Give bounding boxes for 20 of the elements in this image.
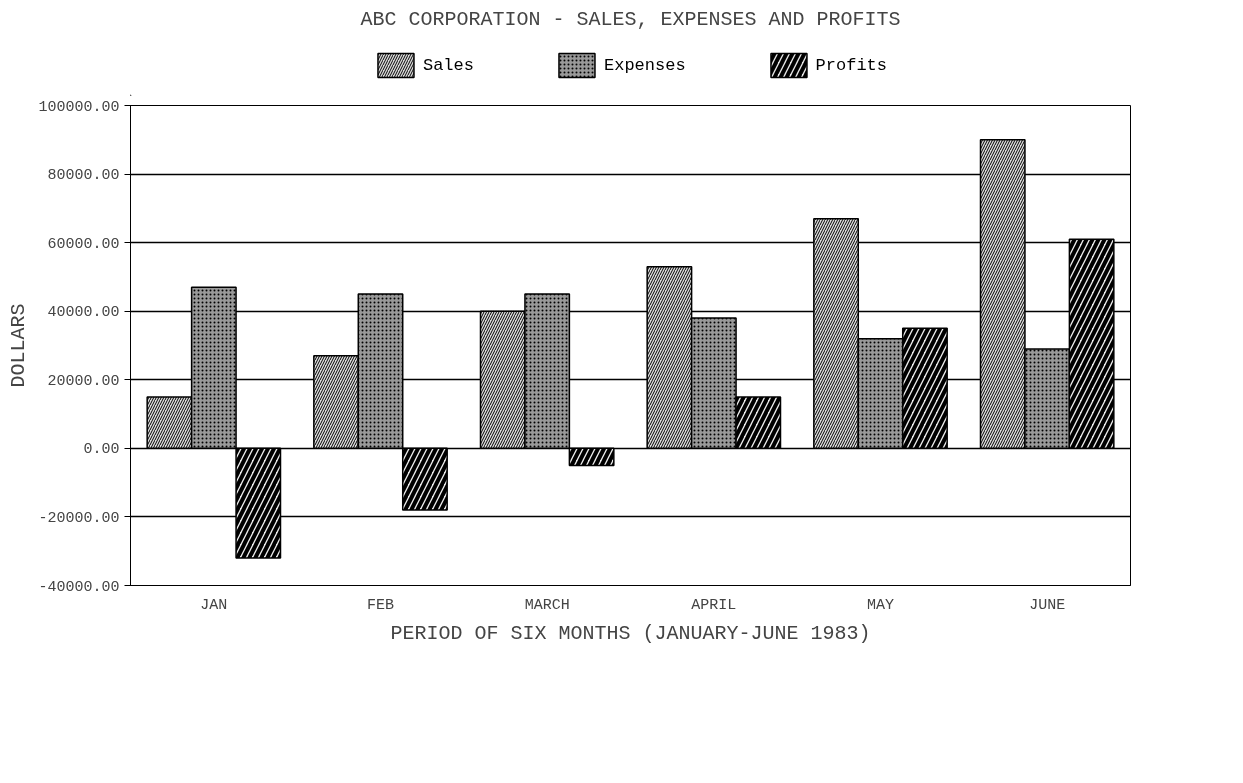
y-tick-label: 80000.00 xyxy=(47,167,120,185)
y-tick-label: -20000.00 xyxy=(38,509,120,527)
legend-label: Expenses xyxy=(603,55,686,75)
x-tick-label: MARCH xyxy=(524,596,570,614)
x-tick-label: JAN xyxy=(200,596,228,614)
y-tick-label: 40000.00 xyxy=(47,304,120,322)
y-axis-title: DOLLARS xyxy=(7,303,31,388)
x-axis-title: PERIOD OF SIX MONTHS (JANUARY-JUNE 1983) xyxy=(390,621,871,645)
y-tick-label: 100000.00 xyxy=(38,98,120,116)
legend-label: Sales xyxy=(422,55,474,75)
legend-label: Profits xyxy=(815,55,888,75)
x-tick-label: JUNE xyxy=(1029,596,1066,614)
chart-title: ABC CORPORATION - SALES, EXPENSES AND PROFITS xyxy=(360,7,901,31)
y-tick-label: -40000.00 xyxy=(38,578,120,596)
y-tick-label: 0.00 xyxy=(83,441,120,459)
y-tick-label: 60000.00 xyxy=(47,235,120,253)
x-tick-label: MAY xyxy=(867,596,895,614)
x-tick-label: APRIL xyxy=(691,596,737,614)
x-tick-label: FEB xyxy=(367,596,395,614)
y-tick-label: 20000.00 xyxy=(47,372,120,390)
